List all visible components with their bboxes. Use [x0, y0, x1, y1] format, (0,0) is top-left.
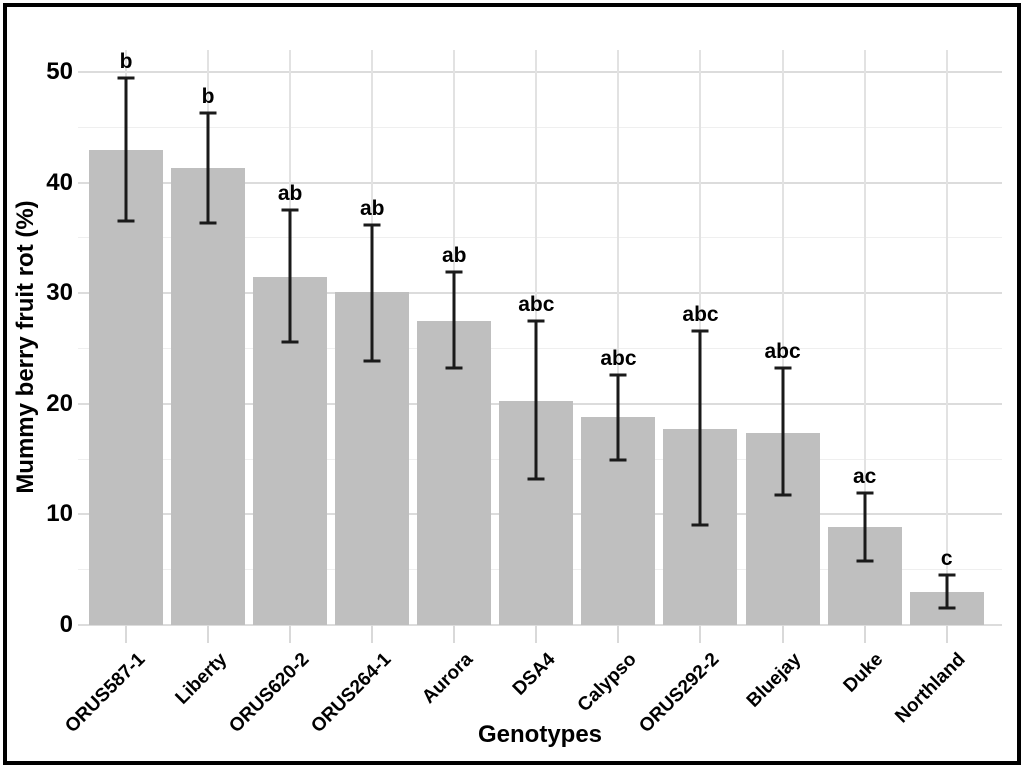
error-bar-cap-top — [691, 329, 709, 333]
x-axis-tick — [453, 625, 456, 643]
x-tick-label: DSA4 — [508, 649, 560, 700]
error-bar-cap-top — [199, 111, 217, 115]
significance-letter: abc — [764, 340, 801, 364]
y-tick-label: 30 — [46, 279, 73, 307]
error-bar-cap-bottom — [117, 219, 135, 223]
x-axis-tick — [207, 625, 210, 643]
error-bar — [534, 320, 538, 480]
error-bar-cap-bottom — [363, 359, 381, 363]
error-bar-cap-top — [117, 76, 135, 80]
x-tick-label: ORUS264-1 — [307, 649, 396, 738]
gridline-major-vertical — [617, 50, 620, 625]
x-axis-tick — [289, 625, 292, 643]
y-tick-label: 50 — [46, 58, 73, 86]
y-tick-label: 20 — [46, 389, 73, 417]
x-axis-tick — [125, 625, 127, 643]
significance-letter: abc — [518, 292, 555, 316]
error-bar-cap-top — [445, 270, 463, 274]
y-tick-label: 0 — [59, 611, 73, 638]
error-bar-cap-top — [609, 373, 627, 377]
x-axis-tick — [535, 625, 538, 643]
error-bar-cap-top — [281, 208, 299, 212]
gridline-major-horizontal — [78, 292, 1002, 295]
error-bar — [370, 224, 374, 361]
error-bar-cap-top — [527, 319, 545, 323]
error-bar-cap-bottom — [527, 477, 545, 481]
error-bar — [124, 77, 128, 222]
error-bar-cap-bottom — [445, 366, 463, 370]
error-bar — [616, 375, 620, 461]
gridline-major-horizontal — [78, 71, 1002, 74]
x-tick-label: ORUS587-1 — [60, 649, 149, 738]
x-tick-label: Duke — [839, 649, 888, 697]
x-tick-label: Northland — [891, 649, 970, 728]
x-axis-tick — [781, 625, 784, 643]
bar — [171, 168, 246, 625]
x-axis-tick — [863, 625, 866, 643]
y-tick-label: 10 — [46, 500, 73, 528]
significance-letter: ac — [852, 465, 877, 489]
bar — [417, 320, 492, 625]
x-axis-title: Genotypes — [477, 721, 603, 748]
error-bar-cap-bottom — [609, 458, 627, 462]
error-bar-cap-bottom — [856, 559, 874, 563]
error-bar — [698, 330, 702, 526]
error-bar-cap-bottom — [938, 606, 956, 610]
significance-letter: b — [119, 49, 133, 73]
error-bar-cap-top — [774, 366, 792, 370]
gridline-minor-horizontal — [78, 126, 1002, 128]
error-bar-cap-bottom — [774, 493, 792, 497]
x-axis-tick — [617, 625, 620, 643]
error-bar — [288, 210, 292, 342]
significance-letter: c — [940, 547, 953, 571]
x-tick-label: Bluejay — [742, 649, 806, 712]
x-tick-label: Aurora — [418, 649, 478, 708]
significance-letter: abc — [682, 302, 719, 326]
y-tick-label: 40 — [46, 168, 73, 196]
x-axis-tick — [371, 625, 374, 643]
error-bar-cap-bottom — [281, 340, 299, 344]
gridline-major-horizontal — [78, 181, 1002, 184]
significance-letter: b — [201, 84, 215, 108]
error-bar-cap-top — [363, 223, 381, 227]
significance-letter: ab — [442, 244, 467, 268]
error-bar-cap-bottom — [199, 221, 217, 224]
error-bar — [206, 113, 210, 223]
error-bar-cap-top — [856, 491, 874, 495]
gridline-major-vertical — [945, 50, 948, 625]
significance-letter: ab — [277, 182, 303, 206]
gridline-major-vertical — [863, 50, 866, 625]
x-axis-tick — [699, 625, 702, 643]
gridline-major-vertical — [781, 50, 784, 625]
error-bar-cap-top — [938, 573, 956, 577]
x-tick-label: ORUS292-2 — [635, 649, 724, 738]
x-tick-label: ORUS620-2 — [224, 649, 313, 738]
y-axis-title: Mummy berry fruit rot (%) — [12, 200, 39, 494]
error-bar — [452, 272, 456, 369]
error-bar — [863, 493, 867, 561]
significance-letter: ab — [359, 196, 385, 220]
error-bar — [781, 368, 785, 495]
gridline-minor-horizontal — [78, 237, 1002, 239]
error-bar — [945, 575, 949, 609]
bar — [89, 149, 163, 625]
error-bar-cap-bottom — [691, 523, 709, 527]
x-axis-tick — [945, 625, 948, 643]
x-tick-label: Calypso — [574, 649, 642, 717]
gridline-minor-horizontal — [78, 348, 1002, 350]
significance-letter: abc — [600, 347, 637, 370]
x-tick-label: Liberty — [171, 649, 231, 709]
gridline-major-horizontal — [78, 624, 1002, 626]
